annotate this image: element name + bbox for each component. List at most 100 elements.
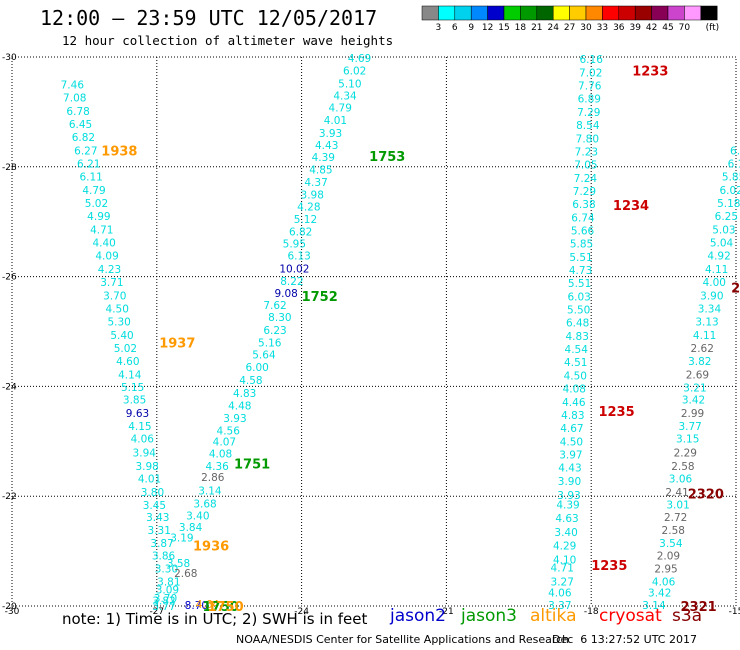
wave-height-value: 4.08 bbox=[563, 384, 586, 396]
pass-time-label: 2321 bbox=[680, 600, 716, 615]
pass-time-label: 1235 bbox=[591, 559, 627, 574]
wave-height-value: 4.06 bbox=[131, 434, 155, 446]
wave-height-value: 7.24 bbox=[574, 173, 598, 185]
chart-grid bbox=[11, 56, 737, 607]
wave-height-value: 3.21 bbox=[683, 382, 706, 394]
wave-height-value: 6.1 bbox=[728, 159, 740, 171]
wave-height-value: 9.08 bbox=[274, 288, 297, 300]
y-tick-label: -28 bbox=[2, 163, 17, 173]
pass-time-label: 1750 bbox=[203, 600, 239, 615]
wave-height-value: 3.97 bbox=[559, 449, 582, 461]
wave-height-value: 6.00 bbox=[245, 362, 268, 374]
wave-height-value: 4.63 bbox=[555, 513, 578, 525]
pass-time-label: 1233 bbox=[632, 65, 668, 80]
legend-tick-label: 27 bbox=[564, 23, 575, 33]
wave-height-value: 4.06 bbox=[548, 587, 572, 599]
chart-title: 12:00 — 23:59 UTC 12/05/2017 bbox=[40, 6, 378, 30]
wave-height-value: 3.34 bbox=[698, 303, 722, 315]
wave-height-value: 7.02 bbox=[579, 67, 602, 79]
x-tick-label: -24 bbox=[294, 607, 309, 617]
wave-height-value: 4.79 bbox=[329, 103, 352, 115]
wave-height-value: 5.04 bbox=[710, 238, 734, 250]
legend-tick-label: 18 bbox=[515, 23, 527, 33]
wave-height-value: 6.82 bbox=[289, 227, 312, 239]
pass-time-label: 23 bbox=[731, 282, 740, 297]
legend-tick-label: 33 bbox=[597, 23, 608, 33]
wave-height-value: 8.54 bbox=[576, 120, 600, 132]
wave-height-value: 6.03 bbox=[567, 291, 590, 303]
wave-height-value: 7.29 bbox=[573, 186, 596, 198]
wave-height-value: 3.31 bbox=[148, 525, 171, 537]
wave-height-value: 3.40 bbox=[554, 527, 577, 539]
wave-height-value: 4.99 bbox=[87, 211, 110, 223]
wave-height-value: 4.15 bbox=[128, 421, 151, 433]
wave-height-value: 3.94 bbox=[133, 447, 157, 459]
wave-height-value: 3.77 bbox=[678, 421, 701, 433]
wave-height-value: 3.77 bbox=[152, 601, 175, 613]
legend-tick-label: 45 bbox=[662, 23, 673, 33]
wave-height-value: 6.45 bbox=[69, 119, 92, 131]
wave-height-value: 4.11 bbox=[705, 264, 728, 276]
wave-height-value: 4.73 bbox=[569, 265, 592, 277]
wave-height-value: 4.50 bbox=[564, 370, 587, 382]
pass-time-label: 1753 bbox=[369, 150, 405, 165]
wave-height-value: 3.93 bbox=[557, 490, 580, 502]
wave-height-value: 4.56 bbox=[217, 425, 241, 437]
wave-height-value: 4.39 bbox=[556, 499, 579, 511]
wave-height-value: 4.36 bbox=[205, 461, 229, 473]
wave-height-value: 4.08 bbox=[209, 448, 232, 460]
legend-tick-label: 36 bbox=[613, 23, 625, 33]
wave-height-value: 6.02 bbox=[719, 185, 740, 197]
y-tick-label: -24 bbox=[2, 382, 17, 392]
wave-height-value: 3.37 bbox=[548, 600, 571, 612]
wave-height-value: 2.69 bbox=[686, 369, 709, 381]
wave-height-value: 7.46 bbox=[61, 79, 85, 91]
wave-height-value: 3.68 bbox=[193, 498, 216, 510]
wave-height-value: 3.70 bbox=[103, 290, 126, 302]
wave-height-value: 3.27 bbox=[551, 576, 574, 588]
wave-height-value: 9.63 bbox=[126, 408, 149, 420]
wave-height-value: 3.13 bbox=[695, 317, 718, 329]
wave-height-value: 4.00 bbox=[703, 277, 726, 289]
wave-height-value: 4.71 bbox=[551, 563, 574, 575]
legend-jason3: jason3 bbox=[461, 606, 517, 626]
wave-height-value: 2.68 bbox=[174, 568, 197, 580]
wave-height-value: 3.15 bbox=[676, 434, 699, 446]
x-tick-label: -27 bbox=[149, 607, 164, 617]
wave-height-value: 3.93 bbox=[319, 128, 342, 140]
wave-height-value: 6.13 bbox=[287, 251, 310, 263]
wave-height-value: 4.83 bbox=[566, 331, 589, 343]
wave-height-value: 4.34 bbox=[333, 90, 357, 102]
legend-tick-label: 24 bbox=[547, 23, 559, 33]
legend-swatch bbox=[585, 5, 603, 21]
legend-s3a: s3a bbox=[672, 606, 703, 626]
wave-height-value: 6.4 bbox=[730, 145, 740, 157]
legend-unit: (ft) bbox=[706, 23, 720, 33]
legend-swatch bbox=[470, 5, 488, 21]
wave-height-value: 3.90 bbox=[700, 290, 723, 302]
legend-tick-label: 30 bbox=[580, 23, 592, 33]
chart-subtitle: 12 hour collection of altimeter wave hei… bbox=[62, 33, 394, 48]
legend-tick-label: 12 bbox=[482, 23, 493, 33]
wave-height-value: 4.64 bbox=[196, 599, 220, 611]
legend-tick-label: 3 bbox=[436, 23, 442, 33]
wave-height-value: 8.70 bbox=[185, 600, 208, 612]
wave-height-value: 7.76 bbox=[578, 81, 602, 93]
wave-height-value: 5.18 bbox=[717, 198, 740, 210]
wave-height-value: 4.92 bbox=[707, 251, 730, 263]
wave-height-value: 3.42 bbox=[682, 395, 705, 407]
axis-ticks: -30 -27 -24 -21 -18 -15 -20 -22 -24 -26 -28 -30 bbox=[2, 53, 740, 617]
wave-height-value: 4.58 bbox=[239, 375, 262, 387]
wave-height-value: 2.72 bbox=[664, 512, 687, 524]
legend-swatch bbox=[700, 5, 718, 21]
wave-height-value: 6.25 bbox=[715, 211, 738, 223]
wave-height-value: 4.11 bbox=[693, 330, 716, 342]
legend-swatch bbox=[651, 5, 669, 21]
legend-tick-label: 6 bbox=[452, 23, 458, 33]
wave-height-value: 5.02 bbox=[114, 343, 137, 355]
wave-height-value: 6.48 bbox=[566, 318, 589, 330]
wave-height-value: 4.50 bbox=[560, 436, 583, 448]
wave-height-value: 5.30 bbox=[107, 317, 130, 329]
wave-height-value: 3.01 bbox=[666, 499, 689, 511]
wave-height-value: 2.62 bbox=[691, 343, 714, 355]
